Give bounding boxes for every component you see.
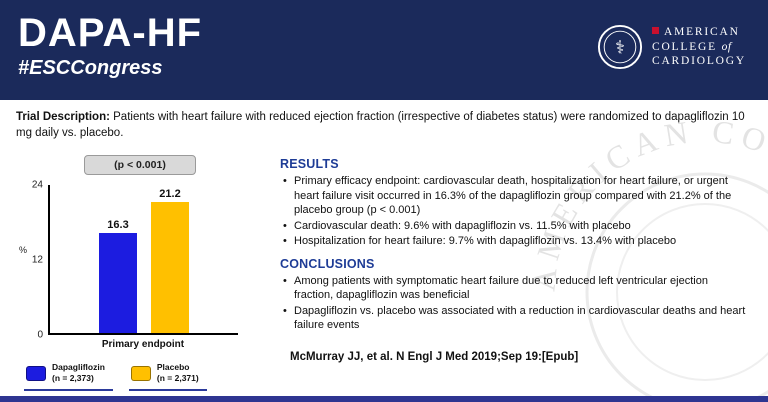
legend-swatch-dapagliflozin [26, 365, 46, 381]
bar-chart: % 24 12 0 16.3 21.2 [18, 180, 264, 341]
results-bullet-2: Cardiovascular death: 9.6% with dapaglif… [280, 219, 750, 234]
legend-swatch-placebo [130, 365, 151, 381]
legend-name-dapagliflozin: Dapagliflozin [52, 362, 105, 373]
header: DAPA-HF #ESCCongress ⚕ American College … [0, 0, 768, 100]
citation: McMurray JJ, et al. N Engl J Med 2019;Se… [290, 350, 579, 363]
logo-line2: College [651, 40, 717, 53]
text-panel: RESULTS Primary efficacy endpoint: cardi… [264, 143, 756, 391]
conclusions-bullet-2: Dapagliflozin vs. placebo was associated… [280, 304, 750, 333]
logo-line3: Cardiology [651, 55, 746, 68]
p-value-box: (p < 0.001) [84, 155, 196, 176]
legend-n-dapagliflozin: (n = 2,373) [52, 373, 94, 384]
bottom-accent-bar [0, 396, 768, 402]
y-axis-title: % [19, 245, 28, 256]
acc-logo: ⚕ American College of Cardiology [597, 24, 746, 70]
legend-item-dapagliflozin: Dapagliflozin (n = 2,373) [24, 362, 113, 392]
results-bullet-1: Primary efficacy endpoint: cardiovascula… [280, 174, 750, 218]
results-heading: RESULTS [280, 157, 339, 172]
legend-item-placebo: Placebo (n = 2,371) [128, 362, 207, 392]
logo-line1: American [663, 25, 740, 38]
bar-value-dapagliflozin: 16.3 [107, 218, 129, 231]
header-titles: DAPA-HF #ESCCongress [18, 12, 202, 80]
legend-label-dapagliflozin: Dapagliflozin (n = 2,373) [52, 362, 105, 384]
page-title: DAPA-HF [18, 11, 203, 55]
results-bullet-3: Hospitalization for heart failure: 9.7% … [280, 234, 750, 249]
y-axis: % 24 12 0 [18, 180, 48, 341]
legend-n-placebo: (n = 2,371) [156, 373, 199, 384]
plot-area: 16.3 21.2 [48, 185, 238, 336]
conclusions-heading: CONCLUSIONS [280, 256, 375, 271]
bar-group-placebo: 21.2 [151, 185, 189, 334]
acc-logo-text: American College of Cardiology [651, 25, 746, 70]
trial-description-text: Patients with heart failure with reduced… [16, 111, 745, 140]
content-area: AMERICAN COLLEGE OF Trial Description: P… [0, 100, 768, 396]
x-axis-label: Primary endpoint [101, 339, 185, 351]
chart-panel: (p < 0.001) % 24 12 0 16.3 2 [12, 143, 264, 392]
trial-description-label: Trial Description: [16, 111, 110, 123]
two-column-layout: (p < 0.001) % 24 12 0 16.3 2 [0, 143, 768, 392]
bar-placebo [151, 202, 189, 334]
legend-label-placebo: Placebo (n = 2,371) [157, 362, 199, 384]
chart-legend: Dapagliflozin (n = 2,373) Placebo (n = 2… [24, 362, 264, 392]
conclusions-bullet-1: Among patients with symptomatic heart fa… [280, 274, 750, 303]
y-tick-0: 0 [37, 329, 43, 341]
acc-seal-icon: ⚕ [597, 24, 643, 70]
congress-hashtag: #ESCCongress [18, 57, 163, 79]
y-tick-12: 12 [31, 254, 43, 266]
y-tick-24: 24 [31, 179, 43, 191]
bar-group-dapagliflozin: 16.3 [99, 185, 137, 334]
logo-red-square-icon [651, 26, 659, 34]
legend-name-placebo: Placebo [156, 362, 190, 373]
trial-description: Trial Description: Patients with heart f… [0, 100, 768, 143]
bar-dapagliflozin [99, 232, 137, 334]
results-list: Primary efficacy endpoint: cardiovascula… [280, 174, 750, 249]
bar-value-placebo: 21.2 [159, 188, 181, 201]
svg-text:⚕: ⚕ [615, 38, 625, 59]
logo-line2-of: of [721, 40, 732, 53]
conclusions-list: Among patients with symptomatic heart fa… [280, 274, 750, 333]
